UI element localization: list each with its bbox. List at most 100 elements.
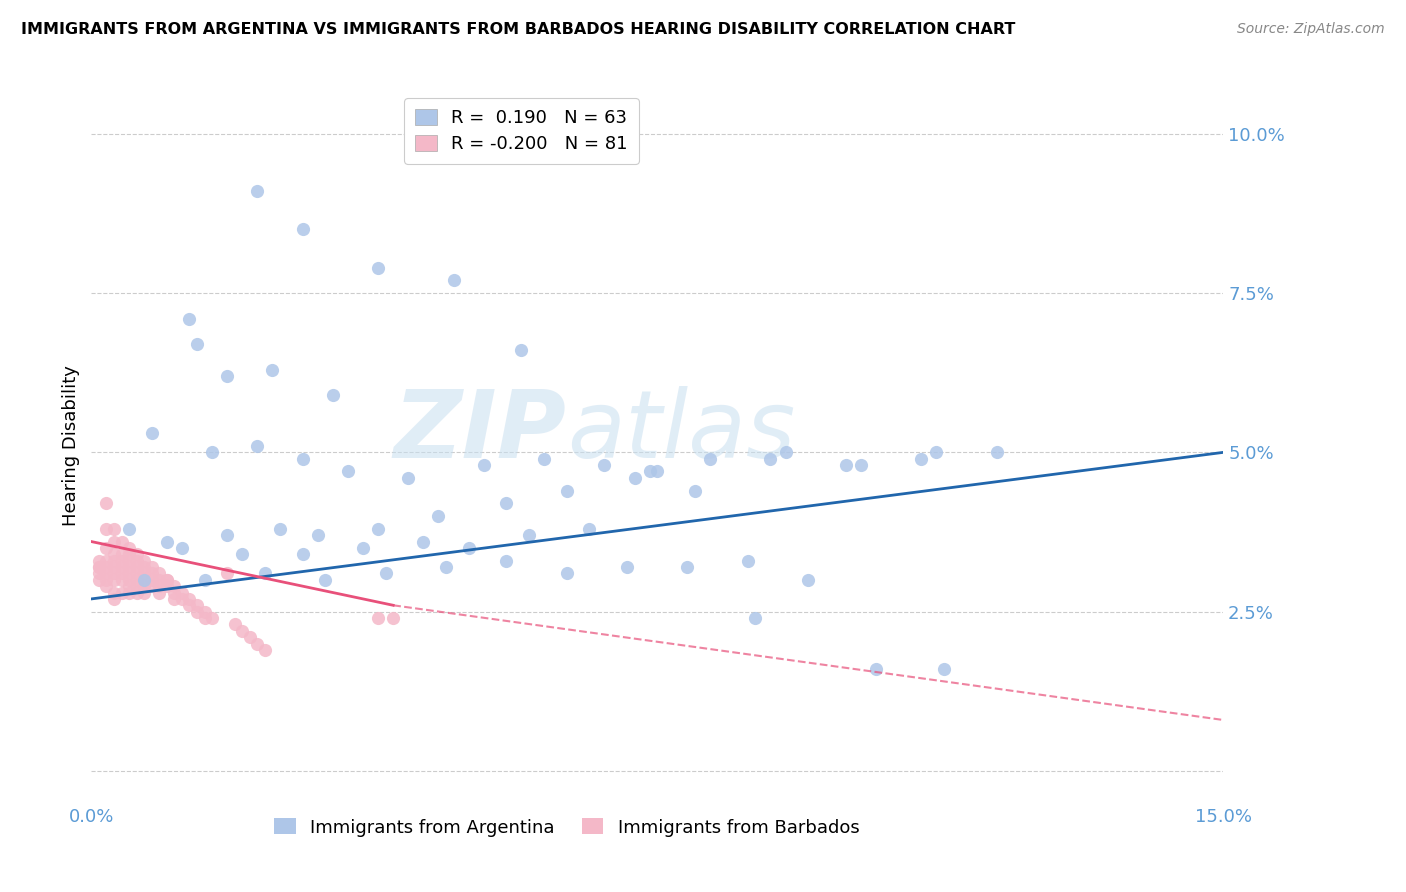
Point	[125, 585, 148, 599]
Point	[217, 368, 239, 383]
Point	[103, 585, 125, 599]
Point	[291, 222, 314, 236]
Point	[269, 522, 291, 536]
Point	[179, 591, 201, 606]
Point	[148, 566, 170, 581]
Point	[87, 560, 110, 574]
Point	[193, 611, 217, 625]
Point	[110, 560, 132, 574]
Point	[683, 483, 706, 498]
Point	[156, 534, 179, 549]
Point	[759, 451, 782, 466]
Point	[170, 541, 193, 555]
Point	[224, 617, 246, 632]
Point	[231, 624, 253, 638]
Point	[156, 573, 179, 587]
Point	[193, 573, 217, 587]
Point	[910, 451, 932, 466]
Point	[110, 534, 132, 549]
Point	[170, 585, 193, 599]
Point	[156, 579, 179, 593]
Point	[87, 560, 110, 574]
Point	[986, 445, 1008, 459]
Point	[510, 343, 533, 358]
Point	[699, 451, 721, 466]
Point	[96, 522, 118, 536]
Point	[125, 547, 148, 561]
Point	[141, 573, 163, 587]
Point	[110, 566, 132, 581]
Point	[239, 630, 262, 644]
Point	[96, 573, 118, 587]
Point	[352, 541, 374, 555]
Point	[125, 554, 148, 568]
Point	[186, 605, 208, 619]
Point	[125, 573, 148, 587]
Point	[110, 547, 132, 561]
Point	[434, 560, 457, 574]
Point	[645, 465, 668, 479]
Point	[231, 547, 253, 561]
Point	[125, 560, 148, 574]
Point	[110, 585, 132, 599]
Point	[307, 528, 329, 542]
Point	[156, 573, 179, 587]
Point	[593, 458, 616, 472]
Point	[412, 534, 434, 549]
Point	[134, 579, 156, 593]
Point	[246, 184, 269, 198]
Point	[314, 573, 336, 587]
Point	[578, 522, 600, 536]
Point	[374, 566, 396, 581]
Point	[134, 585, 156, 599]
Point	[382, 611, 405, 625]
Point	[125, 579, 148, 593]
Point	[638, 465, 661, 479]
Text: ZIP: ZIP	[394, 385, 567, 478]
Point	[322, 388, 344, 402]
Point	[103, 573, 125, 587]
Point	[118, 585, 141, 599]
Point	[616, 560, 638, 574]
Point	[103, 547, 125, 561]
Point	[110, 573, 132, 587]
Point	[186, 337, 208, 351]
Point	[201, 445, 224, 459]
Point	[141, 560, 163, 574]
Point	[291, 547, 314, 561]
Point	[134, 554, 156, 568]
Point	[103, 554, 125, 568]
Point	[367, 522, 389, 536]
Point	[555, 566, 578, 581]
Point	[134, 573, 156, 587]
Point	[193, 605, 217, 619]
Text: atlas: atlas	[567, 386, 794, 477]
Point	[865, 662, 887, 676]
Point	[246, 439, 269, 453]
Point	[96, 554, 118, 568]
Point	[427, 509, 450, 524]
Point	[217, 566, 239, 581]
Point	[797, 573, 820, 587]
Y-axis label: Hearing Disability: Hearing Disability	[62, 366, 80, 526]
Point	[118, 522, 141, 536]
Point	[118, 541, 141, 555]
Point	[103, 534, 125, 549]
Point	[141, 566, 163, 581]
Point	[163, 585, 186, 599]
Point	[103, 591, 125, 606]
Text: Source: ZipAtlas.com: Source: ZipAtlas.com	[1237, 22, 1385, 37]
Point	[96, 566, 118, 581]
Point	[141, 579, 163, 593]
Point	[676, 560, 699, 574]
Point	[623, 471, 645, 485]
Point	[103, 560, 125, 574]
Point	[125, 566, 148, 581]
Point	[103, 522, 125, 536]
Point	[835, 458, 858, 472]
Point	[262, 362, 284, 376]
Text: IMMIGRANTS FROM ARGENTINA VS IMMIGRANTS FROM BARBADOS HEARING DISABILITY CORRELA: IMMIGRANTS FROM ARGENTINA VS IMMIGRANTS …	[21, 22, 1015, 37]
Point	[87, 566, 110, 581]
Point	[96, 560, 118, 574]
Point	[148, 573, 170, 587]
